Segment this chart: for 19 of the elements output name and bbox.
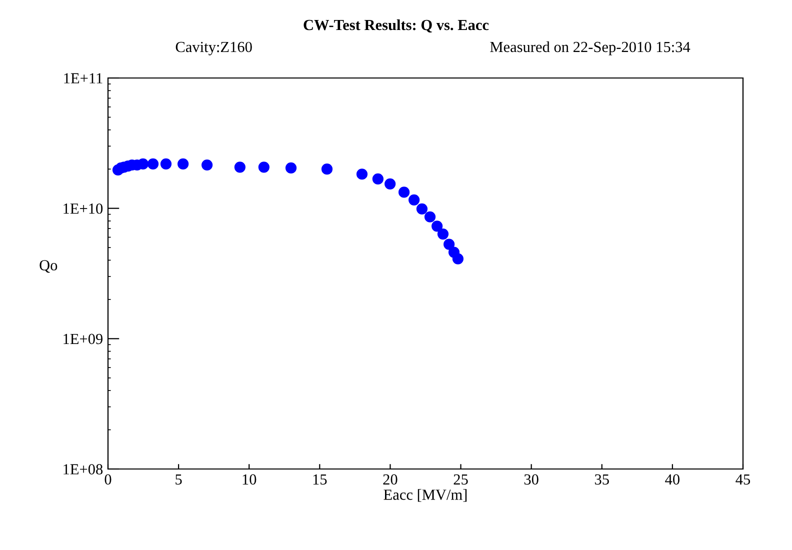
x-axis-title: Eacc [MV/m] — [384, 489, 467, 502]
x-tick-label: 25 — [454, 474, 468, 485]
y-tick-label: 1E+10 — [64, 203, 103, 214]
x-tick-label: 40 — [665, 474, 680, 485]
x-tick-label: 15 — [313, 474, 327, 485]
text: Measured on 22-Sep-2010 15:34 — [490, 41, 690, 56]
y-tick-label: 1E+11 — [64, 73, 102, 84]
x-tick-label: 45 — [736, 474, 750, 485]
chart-subtitle: Cavity:Z160 — [176, 42, 252, 56]
chart-title: CW-Test Results: Q vs. Eacc — [304, 19, 489, 32]
x-tick-label: 20 — [383, 474, 398, 485]
y-tick-label: 1E+09 — [64, 334, 103, 344]
x-tick-label: 0 — [104, 474, 112, 485]
x-tick-label: 30 — [524, 474, 538, 485]
x-tick-label: 5 — [176, 474, 182, 485]
x-tick-label: 10 — [242, 474, 256, 485]
x-tick-label: 35 — [594, 474, 609, 485]
y-tick-label: 1E+08 — [64, 464, 103, 474]
y-axis-title: Qo — [40, 260, 58, 273]
